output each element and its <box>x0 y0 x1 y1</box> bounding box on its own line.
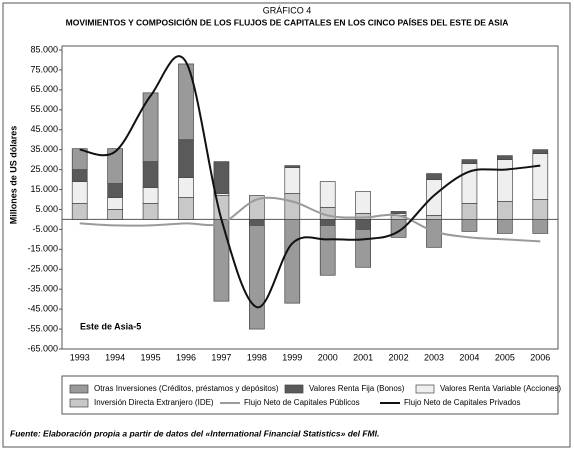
bar-segment <box>319 219 336 226</box>
x-tick-label: 2001 <box>353 352 373 362</box>
legend-label: Valores Renta Fija (Bonos) <box>309 384 405 393</box>
bar-segment <box>107 183 123 198</box>
chart-title: MOVIMIENTOS Y COMPOSICIÓN DE LOS FLUJOS … <box>66 16 509 27</box>
y-axis-label: Millones de US dólares <box>8 126 18 225</box>
legend-swatch <box>69 398 89 408</box>
source-note: Fuente: Elaboración propia a partir de d… <box>10 428 379 438</box>
y-tick-label: 75.000 <box>30 64 58 74</box>
legend-label: Inversión Directa Extranjero (IDE) <box>94 398 214 407</box>
bar-segment <box>178 197 194 220</box>
bar-segment <box>284 219 301 304</box>
bar-segment <box>178 177 194 198</box>
y-tick-label: -65.000 <box>27 343 58 353</box>
bar-segment <box>284 193 301 220</box>
bar-segment <box>107 197 123 210</box>
x-tick-label: 2006 <box>530 352 550 362</box>
y-tick-label: 65.000 <box>30 84 58 94</box>
bar-segment <box>532 149 549 155</box>
bar-segment <box>426 215 442 220</box>
x-tick-label: 1996 <box>176 352 196 362</box>
x-tick-label: 2005 <box>495 352 515 362</box>
bar-segment <box>319 181 336 208</box>
legend-swatch <box>415 384 435 394</box>
bar-segment <box>497 219 513 234</box>
y-tick-label: -15.000 <box>27 244 58 254</box>
annotation: Este de Asia-5 <box>80 321 141 331</box>
bar-segment <box>178 139 194 178</box>
bar-segment <box>213 161 230 194</box>
bar-segment <box>142 187 159 204</box>
bar-segment <box>390 211 407 214</box>
y-tick-label: 85.000 <box>30 44 58 54</box>
x-tick-label: 2003 <box>424 352 444 362</box>
bar-segment <box>71 203 88 220</box>
x-tick-label: 1998 <box>247 352 267 362</box>
chart-supertitle: GRÁFICO 4 <box>263 5 312 15</box>
legend-swatch <box>284 384 304 394</box>
bar-segment <box>426 179 442 216</box>
y-tick-label: 25.000 <box>30 164 58 174</box>
y-tick-label: 45.000 <box>30 124 58 134</box>
legend-swatch <box>69 384 89 394</box>
plot-frame <box>61 45 559 350</box>
legend-label: Otras Inversiones (Créditos, préstamos y… <box>94 384 279 393</box>
bar-segment <box>107 148 123 184</box>
legend-label: Flujo Neto de Capitales Públicos <box>244 398 360 407</box>
bar-segment <box>107 209 123 220</box>
bar-segment <box>249 225 265 330</box>
y-tick-label: -25.000 <box>27 264 58 274</box>
bar-segment <box>71 148 88 170</box>
y-tick-label: 55.000 <box>30 104 58 114</box>
series-line <box>79 55 541 309</box>
bar-segment <box>532 219 549 234</box>
bar-segment <box>249 219 265 226</box>
x-tick-label: 2004 <box>459 352 479 362</box>
bar-segment <box>497 155 513 160</box>
bar-segment <box>355 219 371 230</box>
bar-segment <box>426 173 442 180</box>
bar-segment <box>355 229 371 268</box>
bar-segment <box>532 153 549 200</box>
bar-segment <box>355 191 371 214</box>
y-tick-label: 35.000 <box>30 144 58 154</box>
bar-segment <box>497 201 513 220</box>
y-tick-label: 15.000 <box>30 184 58 194</box>
bar-segment <box>71 169 88 182</box>
y-tick-label: -45.000 <box>27 304 58 314</box>
x-tick-label: 2002 <box>389 352 409 362</box>
bar-segment <box>284 167 301 194</box>
bar-segment <box>319 225 336 276</box>
bar-segment <box>142 161 159 188</box>
x-tick-label: 1995 <box>141 352 161 362</box>
legend-frame <box>61 375 559 415</box>
bar-segment <box>461 219 478 232</box>
x-tick-label: 2000 <box>318 352 338 362</box>
series-line <box>79 196 541 243</box>
bar-segment <box>532 199 549 220</box>
bar-segment <box>213 219 230 302</box>
bar-segment <box>71 181 88 204</box>
y-tick-label: -5.000 <box>32 224 58 234</box>
bar-segment <box>142 203 159 220</box>
bar-segment <box>461 159 478 164</box>
y-tick-label: -35.000 <box>27 284 58 294</box>
legend-label: Flujo Neto de Capitales Privados <box>404 398 521 407</box>
y-tick-label: 5.000 <box>35 204 58 214</box>
x-tick-label: 1997 <box>211 352 231 362</box>
legend-label: Valores Renta Variable (Acciones) <box>440 384 561 393</box>
x-tick-label: 1994 <box>105 352 125 362</box>
bar-segment <box>497 159 513 202</box>
bar-segment <box>284 165 301 168</box>
bar-segment <box>461 203 478 220</box>
y-tick-label: -55.000 <box>27 323 58 333</box>
x-tick-label: 1999 <box>282 352 302 362</box>
x-tick-label: 1993 <box>70 352 90 362</box>
bar-segment <box>142 92 159 162</box>
